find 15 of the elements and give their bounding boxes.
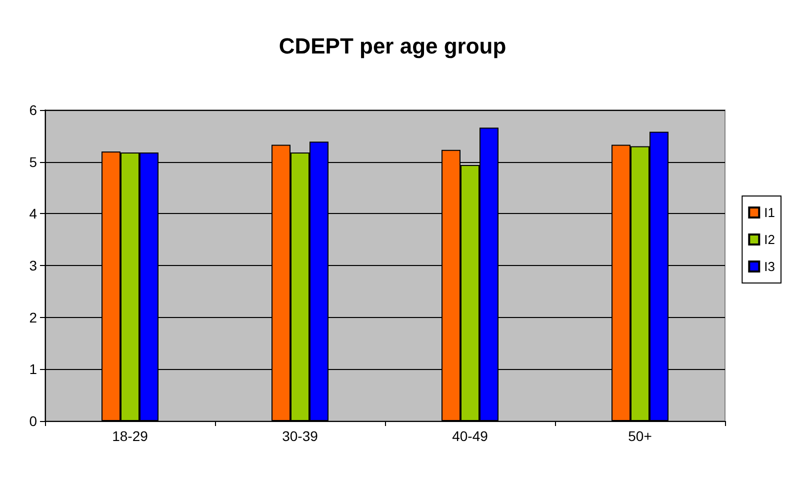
y-tick-label: 3 <box>29 258 38 274</box>
y-tick-label: 5 <box>29 154 38 170</box>
chart-title: CDEPT per age group <box>278 34 506 58</box>
legend-label: I2 <box>764 232 775 247</box>
y-tick-label: 0 <box>29 413 38 429</box>
y-tick-label: 4 <box>29 206 38 222</box>
legend-label: I3 <box>764 259 775 274</box>
y-tick-label: 6 <box>29 102 38 118</box>
x-tick-label: 50+ <box>628 428 652 444</box>
x-tick-label: 30-39 <box>282 428 318 444</box>
legend-label: I1 <box>764 205 775 220</box>
x-tick-label: 18-29 <box>112 428 148 444</box>
x-tick-label: 40-49 <box>452 428 488 444</box>
y-tick-label: 1 <box>29 361 38 378</box>
y-tick-label: 2 <box>29 309 38 326</box>
